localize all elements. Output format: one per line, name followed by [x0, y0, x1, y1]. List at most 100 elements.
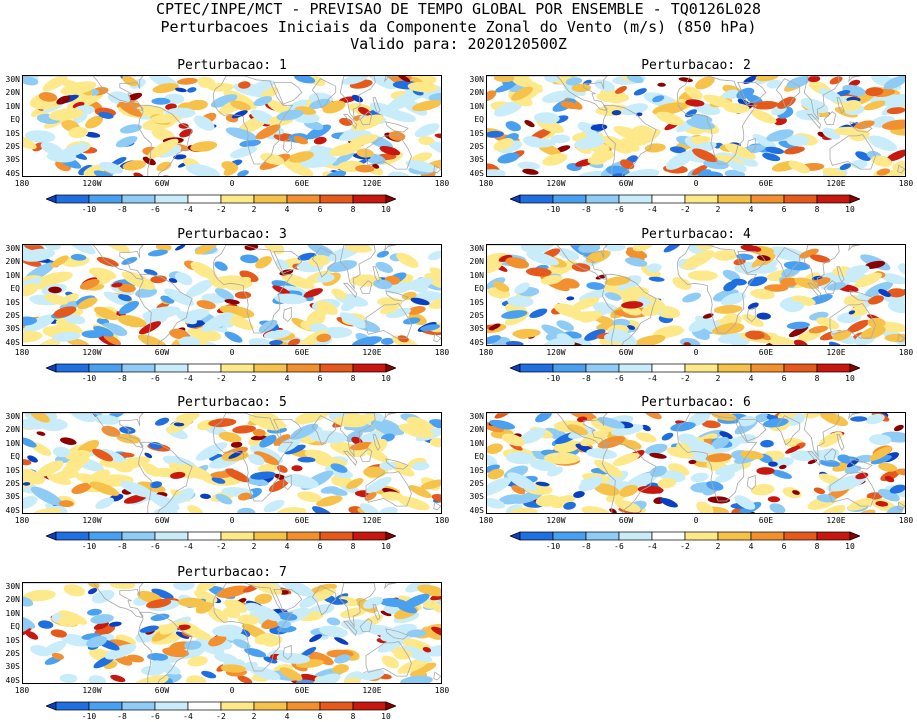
latitude-label: 30S	[469, 155, 484, 165]
anomaly-blob	[308, 255, 331, 267]
coastline	[383, 583, 397, 590]
anomaly-blob	[331, 288, 348, 300]
coastline	[372, 266, 381, 283]
anomaly-blob	[36, 460, 64, 477]
anomaly-blob	[581, 506, 611, 513]
coastline	[311, 78, 337, 109]
coastline	[803, 76, 840, 121]
coastline	[806, 282, 822, 299]
anomaly-blob	[884, 333, 905, 343]
colorbar-label: -4	[647, 542, 657, 551]
latitude-label: EQ	[474, 452, 484, 462]
anomaly-blob	[701, 420, 721, 429]
longitude-label: 60W	[154, 179, 170, 188]
anomaly-blob	[406, 629, 427, 638]
colorbar-label: 6	[317, 205, 323, 214]
latitude-label: 10S	[469, 465, 484, 475]
anomaly-blob	[487, 252, 509, 266]
longitude-label: 60E	[294, 516, 310, 525]
anomaly-blob	[118, 293, 132, 302]
anomaly-blob	[428, 92, 441, 102]
colorbar-swatch	[187, 701, 222, 711]
anomaly-blob	[839, 163, 852, 171]
latitude-label: 30S	[5, 492, 20, 502]
anomaly-blob	[70, 253, 87, 261]
anomaly-blob	[38, 620, 54, 629]
anomaly-blob	[597, 416, 625, 429]
anomaly-blob	[810, 254, 831, 263]
latitude-label: 40S	[469, 505, 484, 515]
coastline	[212, 413, 294, 502]
anomaly-blob	[722, 269, 741, 282]
colorbar-swatch	[220, 194, 255, 204]
anomaly-blob	[767, 496, 780, 503]
anomaly-blob	[864, 260, 886, 269]
anomaly-blob	[229, 146, 258, 158]
colorbar-label: -10	[81, 712, 97, 721]
anomaly-blob	[356, 148, 374, 158]
anomaly-blob	[111, 282, 123, 288]
coastline	[342, 113, 358, 130]
anomaly-blob	[800, 98, 829, 114]
latitude-label: 20S	[5, 649, 20, 658]
anomaly-blob	[185, 279, 214, 298]
anomaly-blob	[250, 435, 267, 441]
coastline	[212, 583, 294, 672]
anomaly-blob	[869, 446, 892, 461]
anomaly-blob	[882, 119, 905, 130]
anomaly-blob	[87, 587, 98, 595]
anomaly-blob	[122, 76, 138, 87]
anomaly-blob	[765, 146, 785, 155]
anomaly-blob	[232, 639, 251, 649]
anomaly-blob	[514, 282, 530, 294]
colorbar-label: 8	[350, 205, 356, 214]
colorbar-swatch	[121, 701, 156, 711]
anomaly-blob	[635, 129, 661, 146]
anomaly-blob	[147, 249, 168, 257]
anomaly-blob	[179, 129, 193, 138]
anomaly-blob	[326, 617, 341, 626]
anomaly-blob	[309, 98, 331, 110]
colorbar-label: 10	[845, 542, 855, 551]
anomaly-blob	[115, 634, 137, 646]
anomaly-blob	[816, 494, 836, 503]
colorbar-swatch	[319, 531, 354, 541]
anomaly-blob	[733, 258, 746, 266]
anomaly-blob	[533, 112, 560, 124]
coastline	[746, 306, 756, 323]
anomaly-blob	[121, 256, 138, 265]
anomaly-blob	[841, 100, 862, 112]
anomaly-blob	[587, 155, 607, 165]
colorbar-swatch	[286, 531, 321, 541]
colorbar-swatch	[286, 701, 321, 711]
anomaly-blob	[381, 655, 400, 669]
anomaly-blob	[346, 478, 364, 490]
anomaly-blob	[325, 170, 347, 176]
anomaly-blob	[808, 325, 829, 334]
anomaly-blob	[678, 77, 693, 83]
anomaly-blob	[32, 507, 62, 513]
anomaly-blob	[714, 472, 735, 483]
colorbar-label: 2	[715, 542, 721, 551]
anomaly-field	[487, 76, 905, 176]
coastline	[273, 82, 303, 105]
anomaly-blob	[763, 418, 789, 428]
anomaly-blob	[224, 599, 248, 613]
anomaly-blob	[150, 275, 167, 284]
colorbar-label: 2	[715, 205, 721, 214]
anomaly-blob	[494, 101, 523, 117]
longitude-label: 120W	[82, 516, 102, 525]
colorbar-swatch	[46, 701, 57, 711]
coastline	[849, 458, 873, 470]
anomaly-blob	[79, 278, 100, 290]
anomaly-blob	[329, 441, 366, 458]
longitude-label: 120W	[82, 348, 102, 357]
colorbar-label: -2	[216, 205, 226, 214]
latitude-label: 20N	[469, 257, 484, 267]
anomaly-blob	[494, 413, 512, 419]
anomaly-blob	[817, 448, 840, 461]
anomaly-blob	[51, 331, 81, 342]
coastline	[212, 245, 294, 334]
anomaly-blob	[507, 295, 534, 308]
colorbar-swatch	[352, 701, 387, 711]
